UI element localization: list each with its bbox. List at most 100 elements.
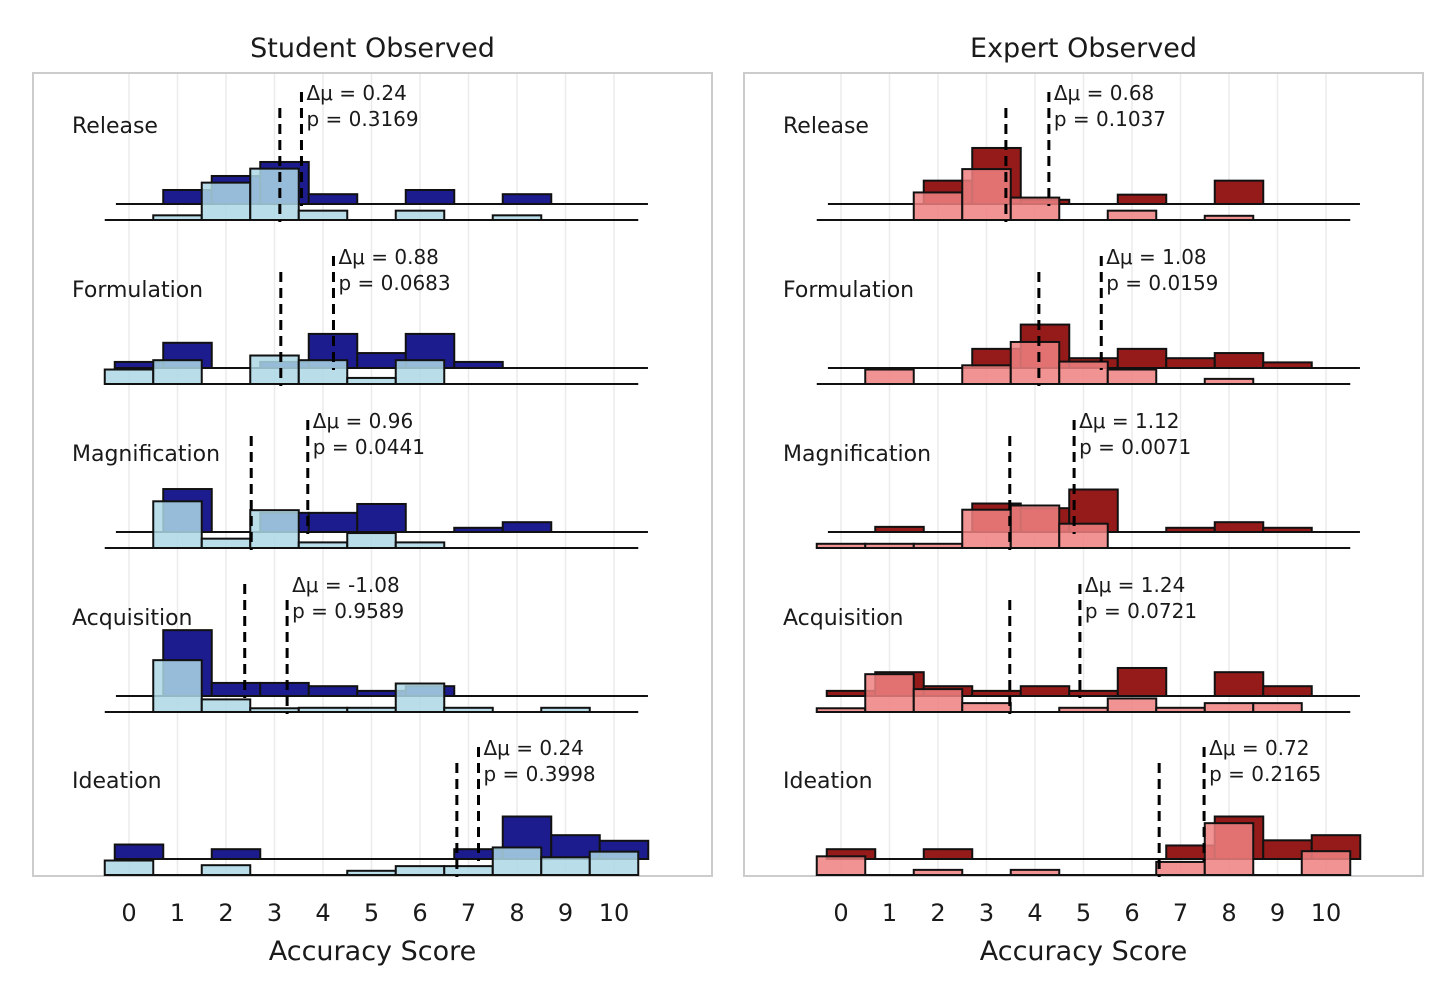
light-bar [961, 508, 1012, 549]
p-value-annotation: p = 0.0071 [1079, 435, 1191, 459]
dark-bar [356, 502, 407, 534]
dark-bar [971, 689, 1022, 697]
dark-bar [1262, 685, 1313, 697]
light-bar [1155, 706, 1206, 713]
x-tick-label: 10 [599, 899, 630, 927]
dark-bar [307, 193, 359, 205]
light-bar [1058, 706, 1109, 713]
delta-mu-annotation: Δμ = 0.68 [1054, 81, 1154, 105]
x-tick-label: 10 [1311, 899, 1342, 927]
light-bar [200, 698, 252, 713]
row-label: Acquisition [72, 606, 193, 631]
dark-bar [1213, 521, 1265, 533]
row-label: Formulation [72, 278, 203, 303]
light-bar [1203, 377, 1255, 386]
row-release: Release Δμ = 0.24p = 0.3169 [72, 81, 648, 222]
x-tick-label: 5 [364, 899, 379, 927]
x-tick-label: 9 [1270, 899, 1285, 927]
light-bar [346, 532, 397, 550]
row-label: Magnification [72, 442, 220, 467]
dark-bar [1068, 689, 1119, 697]
x-tick-label: 6 [1124, 899, 1139, 927]
light-bar [297, 541, 349, 549]
light-bar [346, 869, 397, 876]
x-tick-label: 7 [461, 899, 476, 927]
light-bar [249, 509, 300, 550]
p-value-annotation: p = 0.1037 [1054, 107, 1166, 131]
light-bar [297, 706, 349, 713]
panel-student: Student Observed 0 1 2 3 4 5 6 7 8 9 10 Accuracy Sco… [32, 33, 713, 967]
light-bar [1009, 340, 1061, 385]
x-tick-label: 1 [882, 899, 897, 927]
light-bar [103, 859, 155, 877]
dark-bar [307, 685, 359, 697]
light-bar [394, 865, 446, 877]
chart-title: Expert Observed [970, 33, 1197, 64]
delta-mu-annotation: Δμ = 1.24 [1085, 573, 1185, 597]
row-label: Release [783, 114, 869, 139]
row-formulation: Formulation Δμ = 0.88p = 0.0683 [72, 245, 648, 386]
delta-mu-annotation: Δμ = 0.24 [306, 81, 406, 105]
x-axis-label: Accuracy Score [980, 936, 1187, 967]
light-bar [152, 500, 203, 549]
light-bar [912, 688, 964, 714]
row-magnification: Magnification Δμ = 1.12p = 0.0071 [783, 409, 1360, 550]
light-bar [394, 359, 446, 386]
dark-bar [1213, 179, 1265, 205]
light-bar [297, 209, 349, 222]
dark-bar [501, 193, 553, 205]
dark-bar [501, 521, 553, 533]
row-label: Release [72, 114, 158, 139]
x-tick-label: 5 [1076, 899, 1091, 927]
dark-bar [113, 843, 165, 861]
dark-bar [1019, 685, 1071, 697]
light-bar [815, 707, 867, 713]
light-bar [346, 706, 397, 713]
dark-bar [210, 681, 262, 698]
light-bar [200, 181, 252, 221]
row-label: Ideation [783, 769, 873, 794]
p-value-annotation: p = 0.0159 [1106, 271, 1218, 295]
row-formulation: Formulation Δμ = 1.08p = 0.0159 [783, 245, 1360, 386]
light-bar [443, 706, 494, 713]
light-bar [961, 702, 1012, 714]
delta-mu-annotation: Δμ = 1.08 [1106, 245, 1206, 269]
dark-bar [1165, 526, 1216, 533]
row-label: Magnification [783, 442, 931, 467]
light-bar [912, 542, 964, 549]
light-bar [152, 214, 203, 222]
light-bar [103, 368, 155, 386]
light-bar [443, 865, 494, 877]
dark-bar [874, 525, 925, 533]
light-bar [394, 541, 446, 549]
delta-mu-annotation: Δμ = 1.12 [1079, 409, 1179, 433]
light-bar [491, 846, 543, 877]
x-tick-label: 2 [218, 899, 233, 927]
light-bar [152, 359, 203, 386]
light-bar [152, 659, 203, 714]
p-value-annotation: p = 0.0683 [338, 271, 450, 295]
light-bar [864, 368, 915, 386]
dark-bar [1262, 361, 1313, 369]
light-bar [864, 673, 915, 713]
p-value-annotation: p = 0.0721 [1085, 599, 1197, 623]
x-tick-label: 0 [833, 899, 848, 927]
p-value-annotation: p = 0.3998 [484, 762, 596, 786]
light-bar [1058, 522, 1109, 550]
delta-mu-annotation: Δμ = 0.24 [484, 736, 584, 760]
panel-expert: Expert Observed 0 1 2 3 4 5 6 7 8 9 10 Accuracy Scor… [743, 33, 1424, 967]
panel-frame [32, 72, 713, 877]
dark-bar [453, 360, 504, 369]
light-bar [540, 856, 591, 877]
x-tick-label: 1 [170, 899, 185, 927]
light-bar [200, 537, 252, 549]
light-bar [200, 864, 252, 876]
dark-bar [1213, 671, 1265, 697]
light-bar [1106, 697, 1158, 713]
light-bar [1106, 209, 1158, 222]
light-bar [249, 354, 300, 385]
dark-bar [453, 526, 504, 533]
x-tick-label: 4 [1027, 899, 1042, 927]
light-bar [864, 542, 915, 549]
